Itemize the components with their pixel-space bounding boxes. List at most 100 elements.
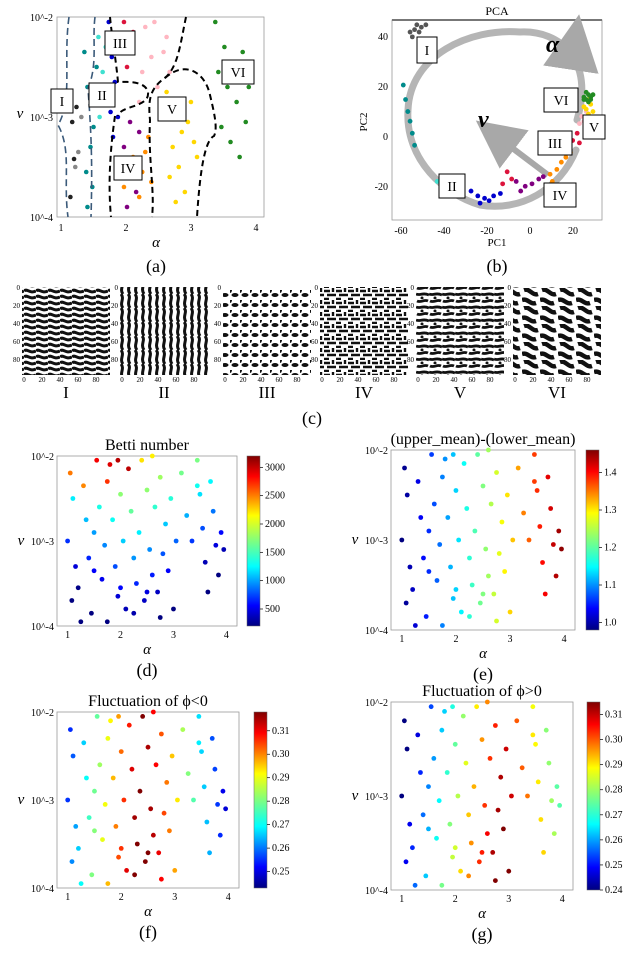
point-g-29 [476,859,482,865]
c-ytick-5-3: 60 [504,338,512,346]
point-e-34 [491,591,497,597]
b-point-8-3 [577,121,582,127]
region-label-ii: II [88,82,116,108]
b-ytick-2: 0 [383,132,388,143]
pca-region-label-iii: III [537,130,573,156]
a-point-9-5 [191,139,197,145]
point-e-54 [559,546,564,552]
b-point-3-3 [486,198,492,204]
b-xlabel: PC1 [488,237,507,249]
a-point-2-0 [82,49,87,55]
point-d-61 [157,615,163,620]
point-d-64 [115,457,121,463]
a-point-2-4 [91,124,96,130]
c-ytick-2-1: 20 [214,302,222,310]
point-f-27 [137,788,143,794]
c-xtick-3-1: 20 [337,376,345,384]
panel-f-cbtick-5: 0.30 [272,749,290,760]
point-e-46 [537,524,543,529]
c-ytick-0-1: 20 [13,302,21,310]
point-g-4 [410,845,415,851]
boundary-ii [87,16,96,218]
point-d-52 [216,572,221,578]
panel-d-xtick-2: 3 [171,630,176,641]
boundary-i-ii [57,16,70,218]
point-d-30 [144,487,150,493]
a-point-10-0 [212,19,218,25]
point-g-35 [492,723,498,728]
point-e-51 [550,542,556,547]
b-point-3-4 [491,193,497,199]
point-d-63 [149,453,155,459]
a-point-10-4 [225,84,230,90]
point-g-33 [487,756,493,761]
panel-d-ytick-2: 10^-2 [31,452,54,463]
point-e-14 [437,542,443,547]
panel-d-xtick-1: 2 [118,630,123,641]
a-point-9-11 [188,99,194,105]
point-d-22 [123,606,129,612]
c-xtick-0-3: 60 [75,376,83,384]
point-g-62 [506,868,512,874]
point-e-39 [504,492,510,498]
point-e-61 [494,618,499,624]
point-g-58 [452,845,458,851]
panel-label-a: (a) [146,256,166,277]
panel-d-xlabel: α [143,642,152,658]
b-point-3-2 [482,195,487,201]
c-ytick-4-3: 60 [407,338,415,346]
panel-g-xtick-3: 4 [560,894,565,905]
b-point-0-1 [412,27,417,33]
a-point-7-5 [136,129,142,135]
panel-e: (upper_mean)-(lower_mean) 1 2 3 4 10^-4 10^-3 1… [352,431,617,685]
a-ytick-1: 10^-4 [30,213,53,224]
point-g-41 [514,718,520,724]
c-ytick-3-2: 40 [311,320,319,328]
point-d-24 [128,508,134,514]
point-d-2 [65,538,70,544]
point-d-14 [102,542,108,548]
a-point-8-6 [121,184,127,190]
c-xtick-5-0: 0 [513,376,517,384]
c-xtick-4-4: 80 [487,376,495,384]
panel-e-colorbar [585,449,600,631]
point-d-54 [221,547,227,552]
point-d-20 [118,491,123,497]
point-d-36 [160,551,166,557]
a-xtick-3: 3 [189,223,194,234]
b-point-4-3 [536,176,542,182]
point-f-53 [220,788,226,794]
region-label-vi: VI [221,59,255,85]
panel-f-cbtick-1: 0.26 [272,843,290,854]
c-ytick-2-3: 60 [214,338,222,346]
a-point-3-2 [97,114,102,120]
panel-e-frame [390,449,576,631]
c-xtick-5-3: 60 [566,376,574,384]
point-f-10 [94,714,100,719]
a-point-5-0 [121,19,127,25]
point-g-34 [490,850,496,855]
panel-d-cbtick-0: 500 [265,604,280,615]
c-xtick-2-0: 0 [223,376,227,384]
point-g-19 [450,854,455,860]
point-f-19 [116,854,121,860]
c-xtick-2-2: 40 [258,376,266,384]
a-xlabel: α [152,235,161,251]
point-g-50 [546,760,552,766]
point-g-0 [401,718,407,724]
point-g-36 [495,807,501,813]
point-e-30 [480,483,486,489]
point-d-58 [118,585,123,591]
point-e-32 [486,573,491,579]
b-point-6-2 [558,159,564,165]
point-d-27 [136,530,142,535]
a-point-10-3 [240,49,245,55]
point-d-19 [115,593,121,599]
c-xtick-2-4: 80 [294,376,302,384]
point-e-19 [450,596,456,601]
point-f-17 [110,775,116,781]
point-f-20 [118,749,124,754]
point-g-24 [463,760,469,766]
svg-text:III: III [259,383,276,402]
boundary-v-left [148,16,187,218]
